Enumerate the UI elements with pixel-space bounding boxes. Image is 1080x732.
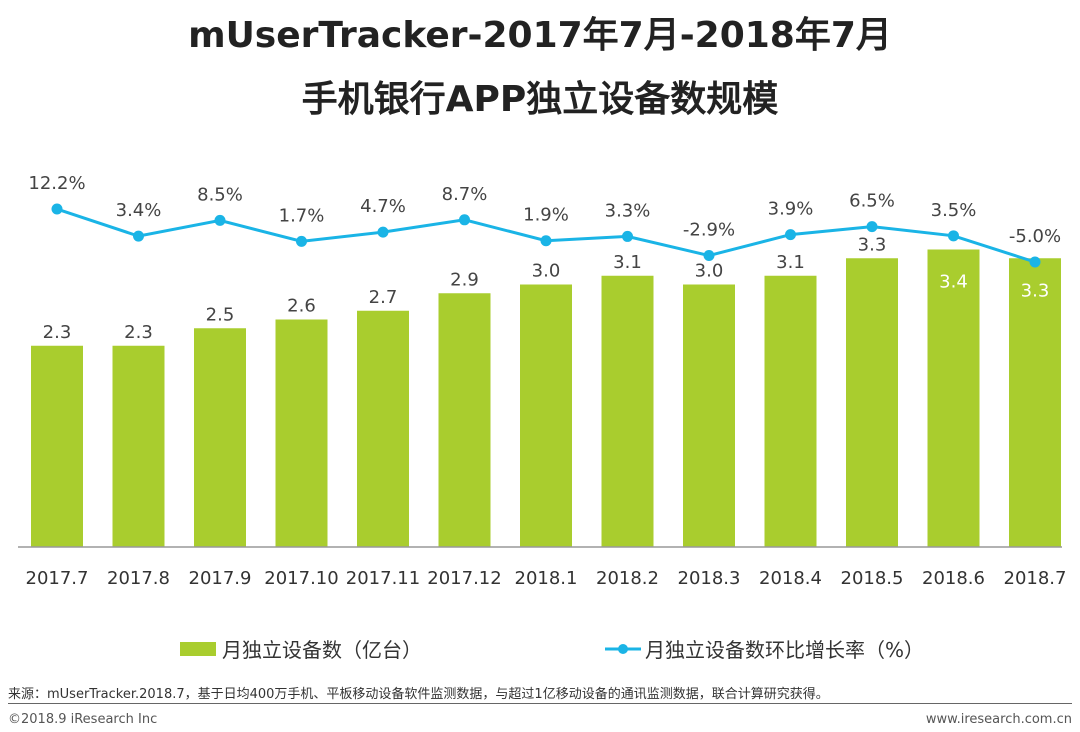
growth-point <box>866 221 878 233</box>
chart-subtitle: 手机银行APP独立设备数规模 <box>301 79 779 120</box>
bar <box>357 310 409 547</box>
growth-label: 8.7% <box>442 184 488 205</box>
x-tick-label: 2017.8 <box>107 568 170 589</box>
footer-divider <box>8 703 1072 704</box>
growth-label: 3.4% <box>116 200 162 221</box>
website: www.iresearch.com.cn <box>925 712 1072 727</box>
growth-point <box>214 214 226 226</box>
bar <box>31 345 83 547</box>
bar-label: 2.3 <box>43 322 72 343</box>
x-tick-label: 2017.11 <box>346 568 420 589</box>
growth-label: 4.7% <box>360 196 406 217</box>
legend-line-swatch <box>605 643 641 654</box>
legend-line-label: 月独立设备数环比增长率（%） <box>645 638 925 662</box>
x-tick-label: 2018.2 <box>596 568 659 589</box>
bar-label: 3.3 <box>858 234 887 255</box>
growth-point <box>377 226 389 238</box>
growth-label: 8.5% <box>197 184 243 205</box>
x-tick-label: 2018.3 <box>678 568 741 589</box>
bar <box>764 275 817 547</box>
growth-point <box>459 214 470 226</box>
x-tick-label: 2017.12 <box>427 568 501 589</box>
copyright: ©2018.9 iResearch Inc <box>8 712 158 727</box>
bar <box>275 319 328 547</box>
growth-point <box>540 235 552 247</box>
bar-label: 3.3 <box>1021 280 1050 301</box>
x-tick-label: 2017.7 <box>26 568 89 589</box>
x-tick-label: 2018.1 <box>515 568 578 589</box>
growth-point <box>948 230 959 242</box>
legend-line: 月独立设备数环比增长率（%） <box>605 634 924 663</box>
growth-point <box>785 229 796 241</box>
bar-label: 2.7 <box>369 287 398 308</box>
growth-point <box>133 230 144 242</box>
legend-bar-swatch <box>180 641 216 656</box>
growth-label: 1.7% <box>279 205 325 226</box>
growth-label: 6.5% <box>849 191 895 212</box>
bar <box>112 345 165 547</box>
growth-point <box>296 235 307 247</box>
bar-label: 3.0 <box>695 261 724 282</box>
x-tick-label: 2018.4 <box>759 568 822 589</box>
bar-label: 2.9 <box>450 269 479 290</box>
growth-label: 1.9% <box>523 205 569 226</box>
x-tick-label: 2018.5 <box>841 568 904 589</box>
source-note: 来源：mUserTracker.2018.7，基于日均400万手机、平板移动设备… <box>8 687 829 702</box>
bar-label: 2.5 <box>206 304 235 325</box>
growth-label: 3.5% <box>931 200 977 221</box>
growth-label: 3.3% <box>605 200 651 221</box>
legend-bar: 月独立设备数（亿台） <box>180 634 422 663</box>
x-tick-label: 2017.9 <box>189 568 252 589</box>
bar <box>683 284 735 547</box>
growth-label: -5.0% <box>1009 226 1061 247</box>
bar <box>846 258 898 547</box>
bar <box>438 293 491 547</box>
bar-label: 3.0 <box>532 261 561 282</box>
growth-point <box>51 203 63 215</box>
bar <box>1009 258 1061 547</box>
chart-title: mUserTracker-2017年7月-2018年7月 <box>188 15 892 56</box>
legend-bar-label: 月独立设备数（亿台） <box>222 638 422 662</box>
bar <box>520 284 572 547</box>
bar-label: 3.4 <box>939 272 968 293</box>
bar-label: 2.6 <box>287 296 316 317</box>
bar-label: 2.3 <box>124 322 153 343</box>
x-tick-label: 2018.6 <box>922 568 985 589</box>
x-tick-label: 2018.7 <box>1004 568 1067 589</box>
growth-point <box>1029 256 1041 268</box>
growth-label: 12.2% <box>28 173 85 194</box>
bar-label: 3.1 <box>776 252 805 273</box>
bar <box>927 249 980 547</box>
chart-plot: 2.3 2017.7 2.3 2017.8 2.5 2017.9 2.6 2017.10 2.7… <box>18 173 1067 589</box>
bar <box>194 328 246 547</box>
growth-point <box>622 230 633 242</box>
x-tick-label: 2017.10 <box>264 568 338 589</box>
growth-point <box>703 250 715 262</box>
growth-label: -2.9% <box>683 220 735 241</box>
bar <box>601 275 654 547</box>
bar-label: 3.1 <box>613 252 642 273</box>
growth-label: 3.9% <box>768 199 814 220</box>
